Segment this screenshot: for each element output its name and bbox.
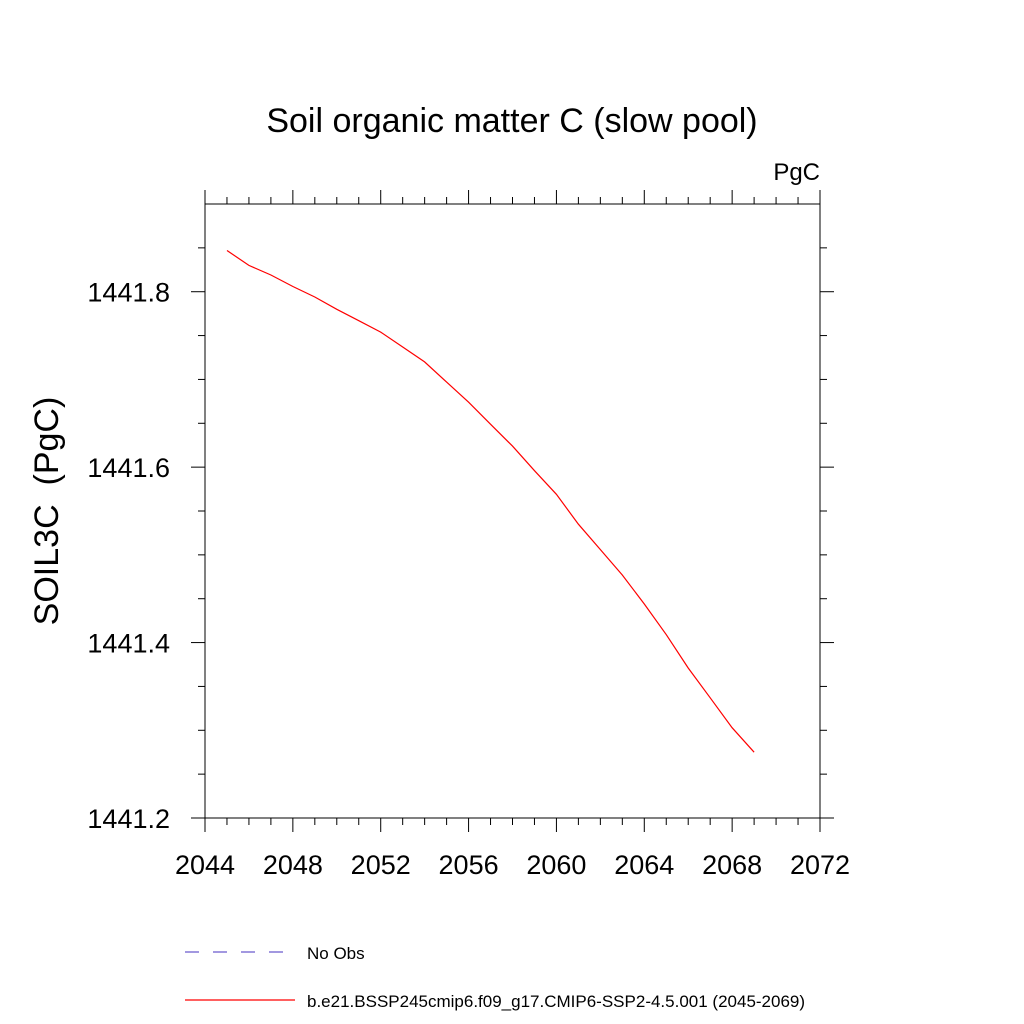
x-tick-label: 2064: [614, 850, 674, 880]
legend-label-series: b.e21.BSSP245cmip6.f09_g17.CMIP6-SSP2-4.…: [307, 992, 805, 1011]
y-tick-label: 1441.4: [87, 629, 170, 659]
x-tick-label: 2072: [790, 850, 850, 880]
tick-labels: 2044 2048 2052 2056 2060 2064 2068 2072 1441.2 14…: [87, 278, 850, 880]
axis-ticks: [191, 190, 834, 832]
units-label: PgC: [773, 159, 820, 186]
legend-label-no-obs: No Obs: [307, 944, 365, 963]
plot-area: [204, 203, 821, 819]
y-tick-label: 1441.6: [87, 453, 170, 483]
x-tick-label: 2068: [702, 850, 762, 880]
x-tick-label: 2052: [351, 850, 411, 880]
x-tick-label: 2044: [175, 850, 235, 880]
y-tick-label: 1441.2: [87, 804, 170, 834]
y-tick-label: 1441.8: [87, 278, 170, 308]
plot-frame: [204, 203, 821, 819]
series-layer: [226, 250, 755, 753]
x-tick-label: 2056: [439, 850, 499, 880]
x-tick-label: 2048: [263, 850, 323, 880]
legend: No Obs b.e21.BSSP245cmip6.f09_g17.CMIP6-…: [185, 944, 805, 1011]
x-tick-label: 2060: [526, 850, 586, 880]
y-axis-label: SOIL3C (PgC): [28, 397, 66, 626]
series-line: [226, 250, 755, 753]
chart-title: Soil organic matter C (slow pool): [266, 102, 757, 140]
